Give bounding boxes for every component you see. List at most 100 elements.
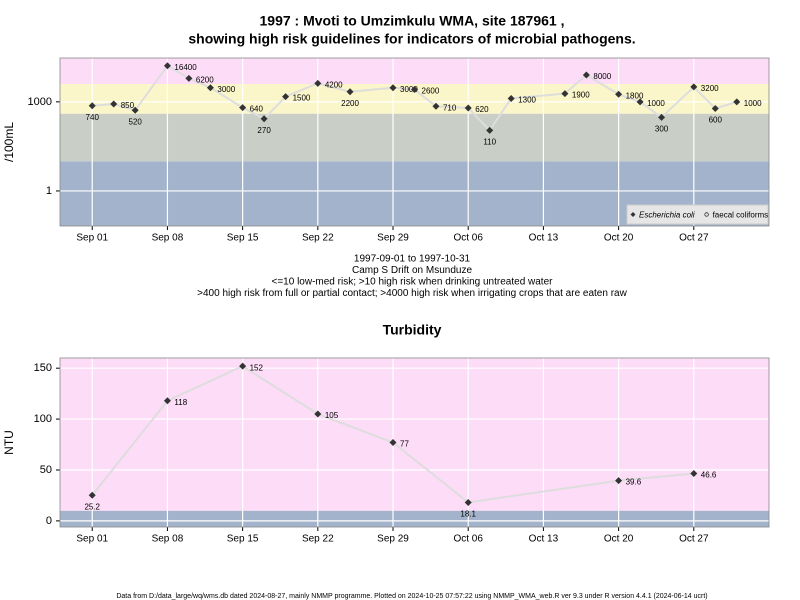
data-label: 25.2 <box>84 502 100 511</box>
data-label: 1800 <box>626 91 644 100</box>
x-tick-label: Oct 13 <box>529 534 559 545</box>
note: 1997-09-01 to 1997-10-31 <box>354 254 471 265</box>
legend-marker <box>704 212 709 217</box>
x-tick-label: Sep 15 <box>227 534 259 545</box>
data-label: 640 <box>250 105 264 114</box>
data-label: 740 <box>86 113 100 122</box>
x-tick-label: Oct 13 <box>529 233 559 244</box>
data-label: 18.1 <box>460 510 476 519</box>
risk-band <box>60 358 769 511</box>
data-label: 152 <box>250 363 264 372</box>
y-axis-label: /100mL <box>2 122 16 162</box>
data-point <box>206 84 214 92</box>
data-label: 3200 <box>701 84 719 93</box>
x-tick-label: Sep 22 <box>302 534 334 545</box>
data-label: 1000 <box>744 99 762 108</box>
x-tick-label: Oct 27 <box>679 233 709 244</box>
x-tick-label: Oct 20 <box>604 233 634 244</box>
data-point <box>636 98 644 106</box>
y-tick-label: 100 <box>34 413 52 425</box>
legend-label: faecal coliforms <box>713 211 769 220</box>
data-label: 118 <box>174 398 187 407</box>
data-point <box>615 90 623 98</box>
data-point <box>561 90 569 98</box>
data-point <box>282 93 290 101</box>
risk-band <box>60 510 769 527</box>
y-tick-label: 1 <box>46 185 52 197</box>
data-point <box>582 71 590 79</box>
data-point <box>239 362 247 370</box>
x-tick-label: Oct 06 <box>453 233 483 244</box>
x-tick-label: Oct 27 <box>679 534 709 545</box>
y-tick-label: 0 <box>46 515 52 527</box>
y-tick-label: 50 <box>40 464 52 476</box>
data-label: 1000 <box>647 99 665 108</box>
x-tick-label: Sep 08 <box>152 534 184 545</box>
data-point <box>163 397 171 405</box>
data-point <box>239 104 247 112</box>
data-point <box>464 498 472 506</box>
data-label: 1300 <box>518 96 536 105</box>
chart-title: showing high risk guidelines for indicat… <box>188 31 635 47</box>
x-tick-label: Oct 20 <box>604 534 634 545</box>
data-point <box>131 106 139 114</box>
data-point <box>260 115 268 123</box>
data-label: 39.6 <box>626 478 642 487</box>
legend-label: Escherichia coli <box>639 211 695 220</box>
data-point <box>711 104 719 112</box>
data-point <box>314 79 322 87</box>
x-tick-label: Sep 29 <box>377 233 409 244</box>
data-label: 620 <box>475 105 489 114</box>
data-label: 1900 <box>572 91 590 100</box>
data-point <box>733 98 741 106</box>
data-point <box>110 100 118 108</box>
legend-box <box>626 204 769 225</box>
data-label: 270 <box>257 126 271 135</box>
x-tick-label: Sep 01 <box>76 534 108 545</box>
x-tick-label: Sep 15 <box>227 233 259 244</box>
data-label: 105 <box>325 411 339 420</box>
data-label: 77 <box>400 440 409 449</box>
risk-band <box>60 113 769 162</box>
data-point <box>690 83 698 91</box>
footer: Data from D:/data_large/wq/wms.db dated … <box>116 593 707 600</box>
plot-frame <box>59 357 770 528</box>
y-tick-label: 150 <box>34 362 52 374</box>
data-point <box>389 84 397 92</box>
chart-title: Turbidity <box>383 322 442 338</box>
chart-title: 1997 : Mvoti to Umzimkulu WMA, site 1879… <box>260 13 565 29</box>
data-point <box>88 102 96 110</box>
data-point <box>346 88 354 96</box>
data-label: 16400 <box>174 63 197 72</box>
note: <=10 low-med risk; >10 high risk when dr… <box>272 277 554 288</box>
data-label: 3000 <box>217 85 235 94</box>
data-point <box>185 74 193 82</box>
data-point <box>389 439 397 446</box>
y-axis-label: NTU <box>2 430 16 455</box>
data-label: 850 <box>121 101 135 110</box>
x-tick-label: Oct 06 <box>453 534 483 545</box>
data-point <box>432 102 440 110</box>
data-label: 1500 <box>293 94 311 103</box>
data-point <box>88 491 96 499</box>
data-label: 520 <box>129 117 143 126</box>
data-label: 8000 <box>593 72 611 81</box>
data-point <box>411 86 418 94</box>
data-label: 300 <box>655 124 669 133</box>
data-label: 46.6 <box>701 471 717 480</box>
data-label: 110 <box>483 137 496 146</box>
data-point <box>464 104 472 112</box>
data-label: 600 <box>709 116 723 125</box>
x-tick-label: Sep 29 <box>377 534 409 545</box>
data-point <box>486 126 494 134</box>
data-label: 3000 <box>400 85 418 94</box>
data-label: 710 <box>443 103 457 112</box>
series-line <box>91 365 694 504</box>
data-point <box>507 94 515 102</box>
data-label: 4200 <box>325 80 343 89</box>
legend-marker <box>630 212 636 217</box>
risk-band <box>60 58 769 84</box>
x-tick-label: Sep 08 <box>152 233 184 244</box>
data-label: 6200 <box>196 75 214 84</box>
